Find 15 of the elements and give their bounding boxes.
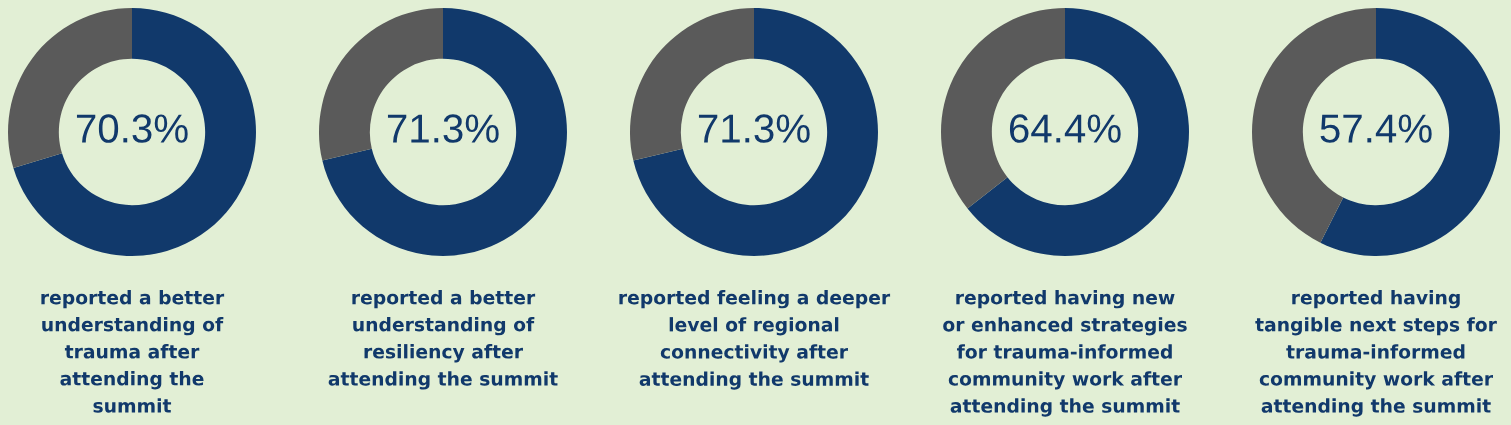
text: reported a better understanding of trauma after attending the summit [41,290,225,413]
data-label: 71.3% [698,114,810,143]
text: reported having new or enhanced strategies for trauma-informed community work after attending the summit [943,290,1187,417]
donut-slice [967,8,1189,256]
data-label: 64.4% [1009,114,1121,143]
donut-slice [1320,8,1500,256]
text: reported a better understanding of resiliency after attending the summit [328,290,558,390]
data-label: 71.3% [387,114,499,143]
donut-slice [322,8,567,256]
text: reported feeling a deeper level of regional connectivity after attending the summit [619,290,891,390]
donut-slice [633,8,878,256]
data-label: 57.4% [1320,114,1432,143]
text: reported having tangible next steps for trauma-informed community work after attending the summit [1255,290,1497,417]
donut-slice [13,8,256,256]
data-label: 70.3% [76,114,188,143]
